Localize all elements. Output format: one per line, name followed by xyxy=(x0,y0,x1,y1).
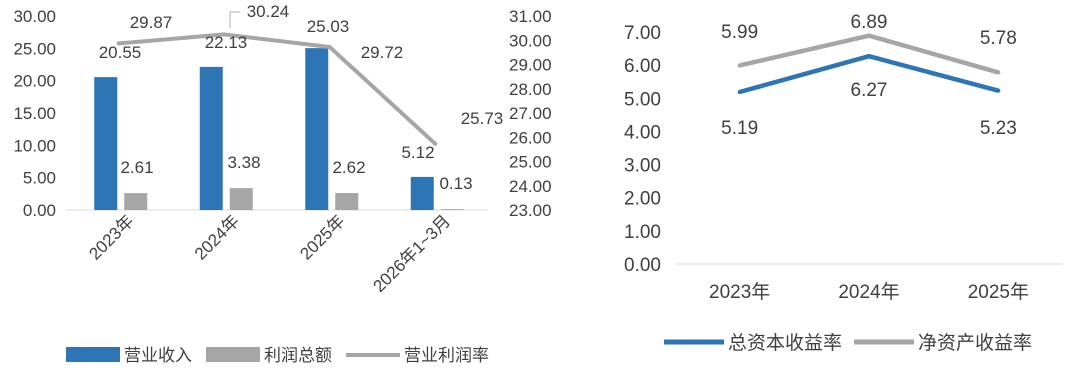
revenue-data-label: 25.03 xyxy=(307,17,350,36)
left-y-tick-label: 25.00 xyxy=(13,39,56,58)
left-y-tick-label: 30.00 xyxy=(13,7,56,26)
revenue-data-label: 20.55 xyxy=(99,43,142,62)
operating-margin-point xyxy=(433,141,438,146)
total-capital-return-point xyxy=(996,88,1001,93)
right-y-tick-label: 30.00 xyxy=(509,31,552,50)
right-y-tick-label: 25.00 xyxy=(509,153,552,172)
operating-margin-point xyxy=(222,32,227,37)
margin-data-label: 25.73 xyxy=(461,109,504,128)
total-capital-return-label: 5.19 xyxy=(721,118,758,139)
profit-bar xyxy=(335,193,359,210)
left-chart-revenue-profit: 30.00 25.00 20.00 15.00 10.00 5.00 0.00 31.00 30… xyxy=(13,2,551,365)
total-capital-return-point xyxy=(737,89,742,94)
total-capital-return-point xyxy=(867,54,871,59)
total-capital-return-label: 5.23 xyxy=(980,118,1017,139)
left-x-category-label: 2025年 xyxy=(296,211,348,263)
right-y-tick-label: 28.00 xyxy=(509,80,552,99)
margin-label-callout xyxy=(229,11,240,28)
legend-label: 营业利润率 xyxy=(404,346,489,365)
legend-label: 营业收入 xyxy=(124,346,192,365)
legend-label: 利润总额 xyxy=(264,346,332,365)
left-x-category-label: 2026年1~3月 xyxy=(369,211,454,296)
right-y-tick-label: 31.00 xyxy=(509,7,552,26)
right-y-tick-label: 2.00 xyxy=(624,189,661,210)
margin-data-label: 30.24 xyxy=(247,2,290,21)
right-y-tick-label: 7.00 xyxy=(624,23,661,44)
left-y-tick-label: 5.00 xyxy=(23,169,56,188)
roe-label: 5.78 xyxy=(980,28,1017,49)
right-y-tick-label: 6.00 xyxy=(624,56,661,77)
revenue-data-label: 5.12 xyxy=(401,143,434,162)
legend-label: 总资本收益率 xyxy=(728,332,842,354)
right-x-category-label: 2023年 xyxy=(709,281,770,303)
roe-label: 6.89 xyxy=(851,12,888,33)
total-capital-return-label: 6.27 xyxy=(851,80,888,101)
margin-data-label: 29.87 xyxy=(130,13,173,32)
profit-bar xyxy=(124,193,148,210)
legend-swatch xyxy=(206,347,260,362)
roe-point xyxy=(996,70,1001,75)
right-y-tick-label: 3.00 xyxy=(624,156,661,177)
left-y-tick-label: 10.00 xyxy=(13,136,56,155)
operating-margin-line xyxy=(118,32,437,146)
revenue-bar xyxy=(94,77,118,210)
revenue-bar xyxy=(305,48,329,211)
right-y-tick-label: 29.00 xyxy=(509,56,552,75)
right-y-tick-label: 27.00 xyxy=(509,104,552,123)
right-x-category-label: 2025年 xyxy=(968,281,1029,303)
profit-bar xyxy=(440,209,464,210)
right-y-tick-label: 5.00 xyxy=(624,89,661,110)
revenue-data-label: 22.13 xyxy=(205,33,248,52)
left-x-category-label: 2023年 xyxy=(85,211,137,263)
profit-data-label: 2.62 xyxy=(332,158,365,177)
right-y-tick-label: 0.00 xyxy=(624,255,661,276)
right-chart-return-rates: 7.00 6.00 5.00 4.00 3.00 2.00 1.00 0.00 5.19 6.27… xyxy=(624,12,1063,354)
left-y-tick-label: 0.00 xyxy=(23,201,56,220)
margin-data-label: 29.72 xyxy=(361,43,404,62)
roe-label: 5.99 xyxy=(721,22,758,43)
right-y-tick-label: 23.00 xyxy=(509,201,552,220)
revenue-bar xyxy=(410,176,434,210)
right-y-tick-label: 24.00 xyxy=(509,177,552,196)
profit-data-label: 0.13 xyxy=(439,174,472,193)
profit-data-label: 2.61 xyxy=(120,158,153,177)
left-y-tick-label: 15.00 xyxy=(13,104,56,123)
left-y-tick-label: 20.00 xyxy=(13,72,56,91)
profit-data-label: 3.38 xyxy=(227,153,260,172)
operating-margin-point xyxy=(327,45,332,50)
legend-label: 净资产收益率 xyxy=(918,332,1032,354)
legend-swatch xyxy=(66,347,120,362)
roe-point xyxy=(737,63,742,68)
right-x-category-label: 2024年 xyxy=(838,281,899,303)
profit-bar xyxy=(229,188,253,210)
revenue-bar xyxy=(199,66,223,210)
right-y-tick-label: 4.00 xyxy=(624,122,661,143)
roe-point xyxy=(867,33,871,38)
operating-margin-point xyxy=(116,41,121,46)
left-x-category-label: 2024年 xyxy=(191,211,243,263)
right-y-tick-label: 1.00 xyxy=(624,222,661,243)
right-y-tick-label: 26.00 xyxy=(509,128,552,147)
